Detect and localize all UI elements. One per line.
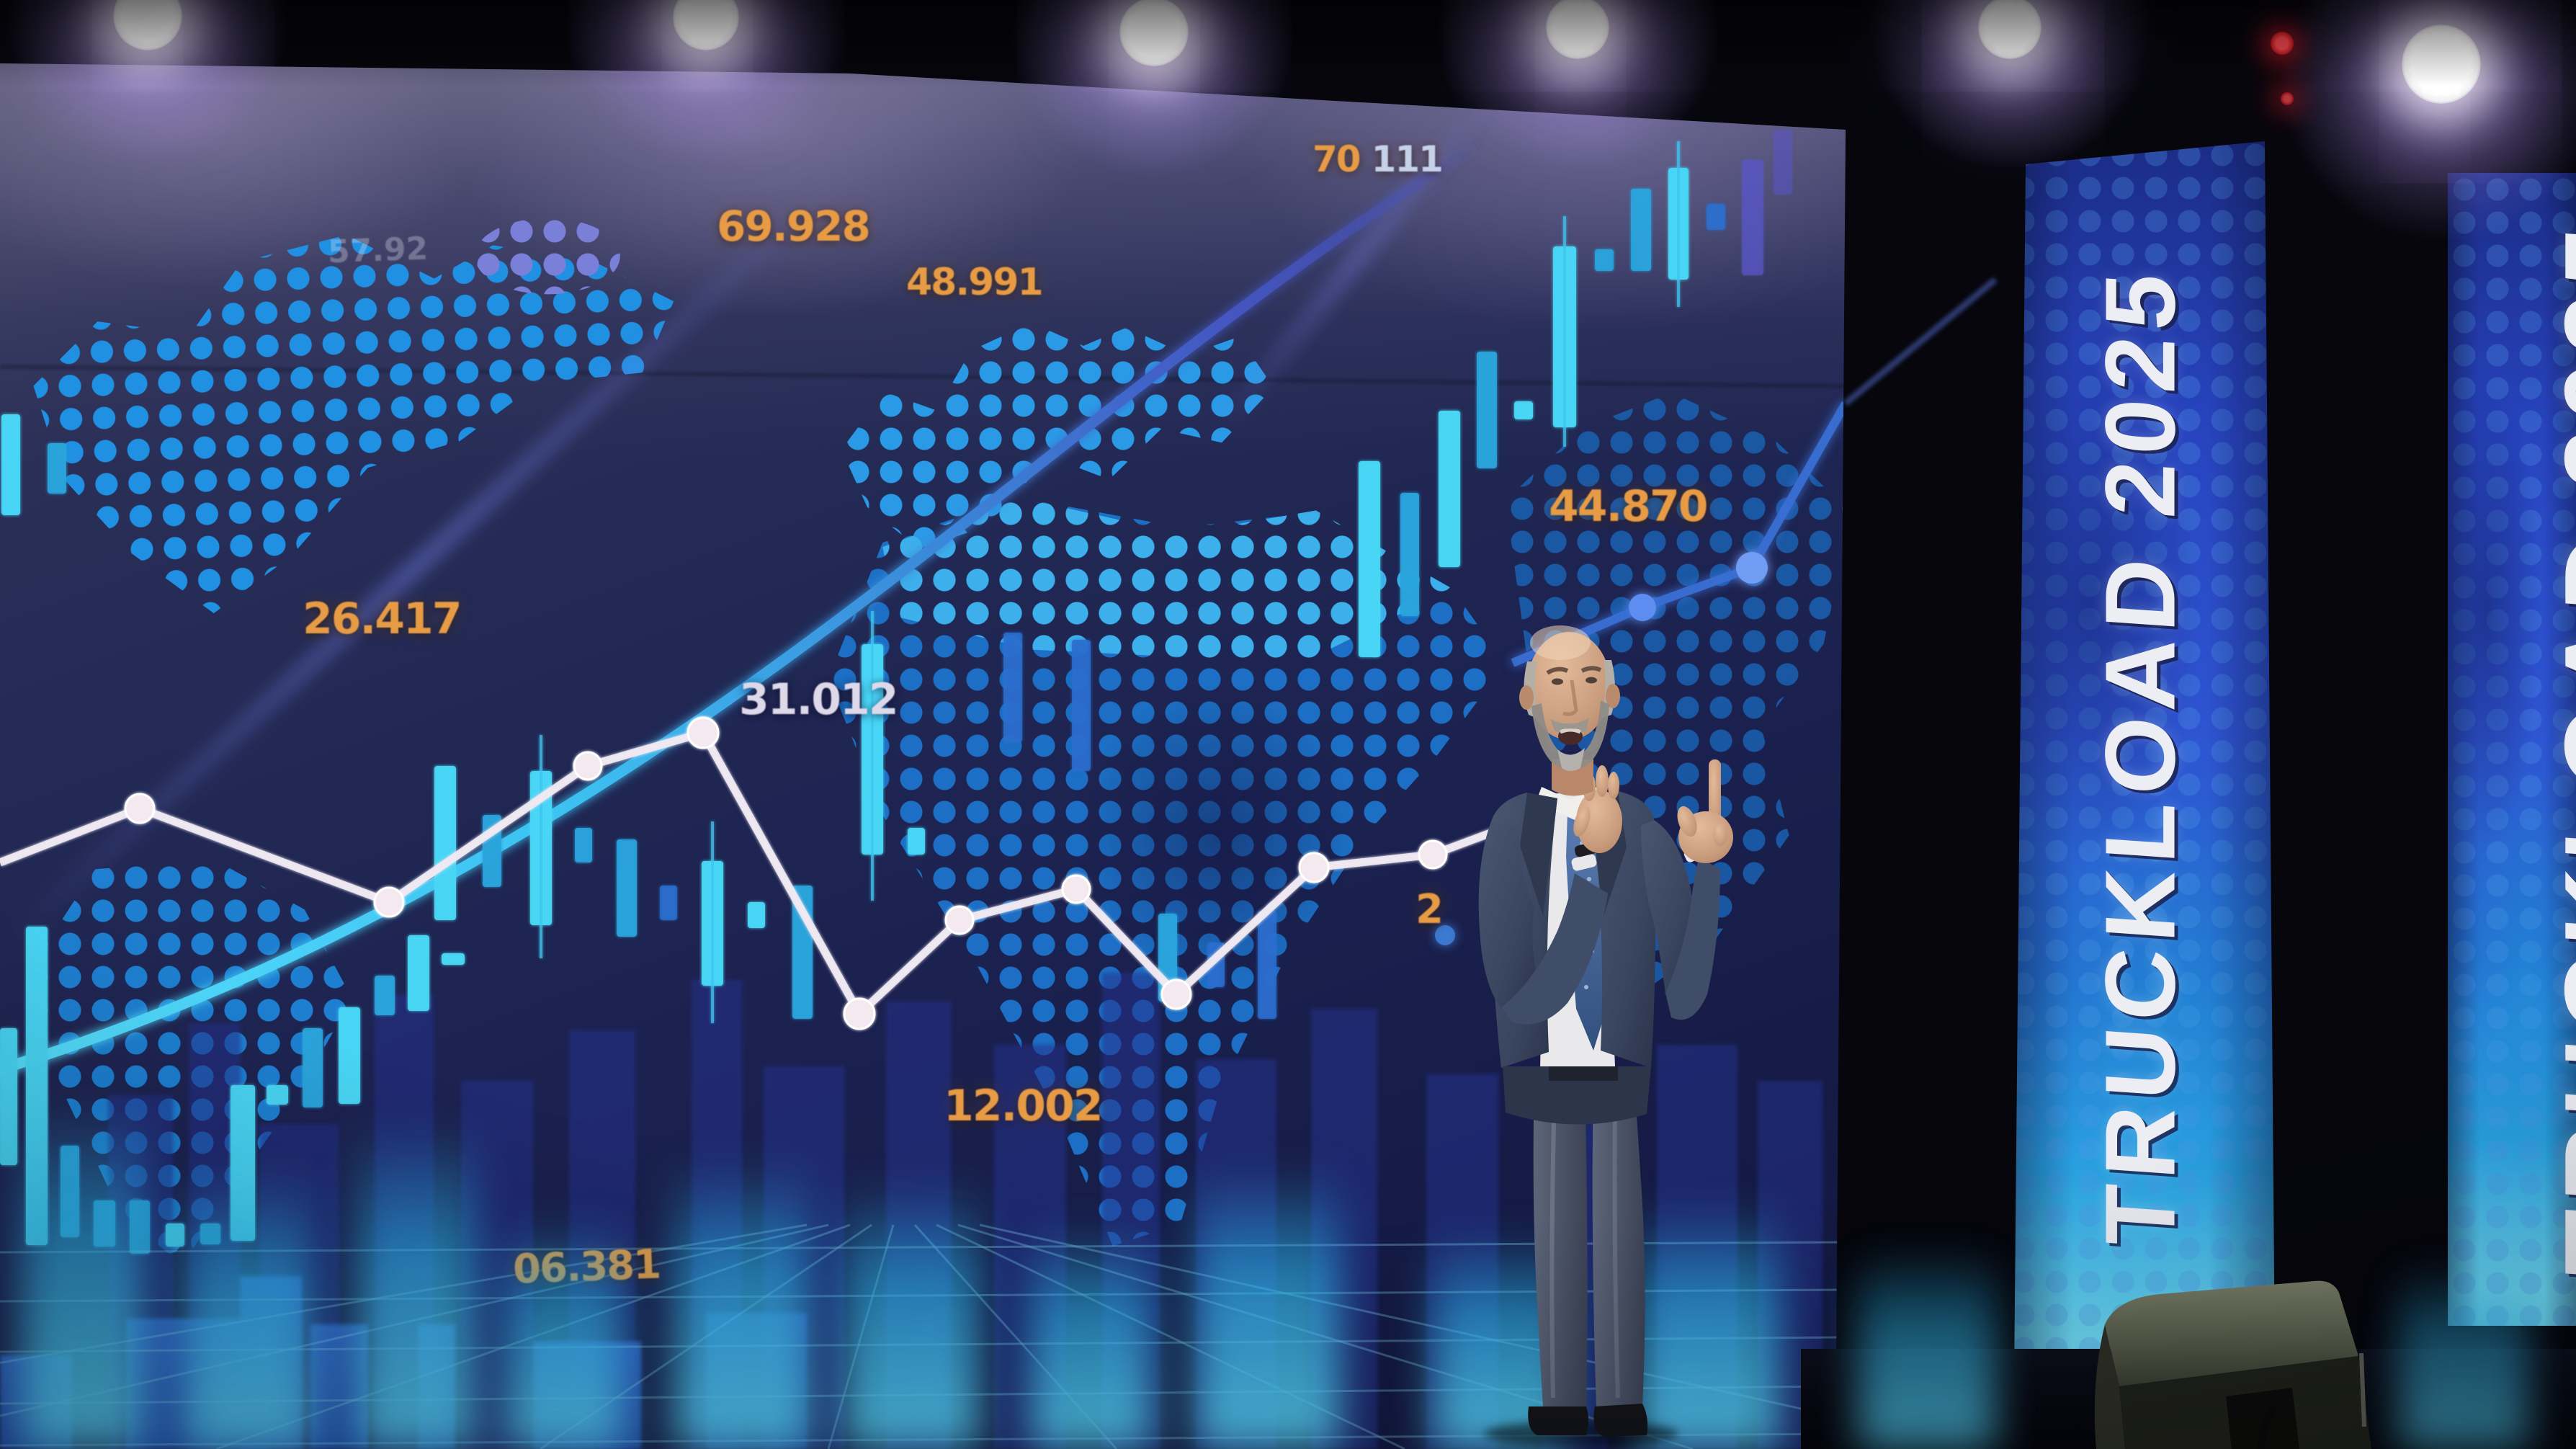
screen-label-48991: 48.991 [906,261,1044,304]
label-70: 70 [1312,138,1361,180]
glow-column [1030,1226,1153,1449]
presenter [1478,625,1733,1447]
screen-label-44870: 44.870 [1549,481,1709,532]
red-indicator-light [2271,32,2294,55]
event-banner-partial: TRUCKLOAD 2025 [2448,173,2576,1326]
event-banner-title: TRUCKLOAD 2025 [2085,262,2196,1250]
event-banner: TRUCKLOAD 2025 [2014,141,2275,1375]
red-indicator-light-small [2281,92,2294,105]
glow-column [1859,1247,1995,1449]
stage-light [1119,0,1189,66]
screen-label-69928: 69.928 [717,202,871,251]
stage-monitor-speaker [2094,1280,2371,1449]
screen-label-faint: 57.92 [327,230,429,271]
event-banner-title-partial: TRUCKLOAD 2025 [2541,217,2576,1282]
screen-label-26417: 26.417 [303,594,462,644]
glow-column [2399,1262,2528,1449]
glow-column [22,1103,144,1449]
glow-column [843,1182,980,1449]
stage-light [2402,24,2481,104]
glow-column [674,1161,810,1449]
label-111: 111 [1371,138,1444,180]
glow-column [1196,1168,1340,1449]
screen-label-12002: 12.002 [944,1081,1104,1131]
glow-column [357,1125,475,1449]
glow-column [184,1168,313,1449]
screen-label-31012: 31.012 [739,674,899,725]
glow-column [504,1218,623,1449]
screen-label-70111: 70 111 [1312,138,1444,180]
